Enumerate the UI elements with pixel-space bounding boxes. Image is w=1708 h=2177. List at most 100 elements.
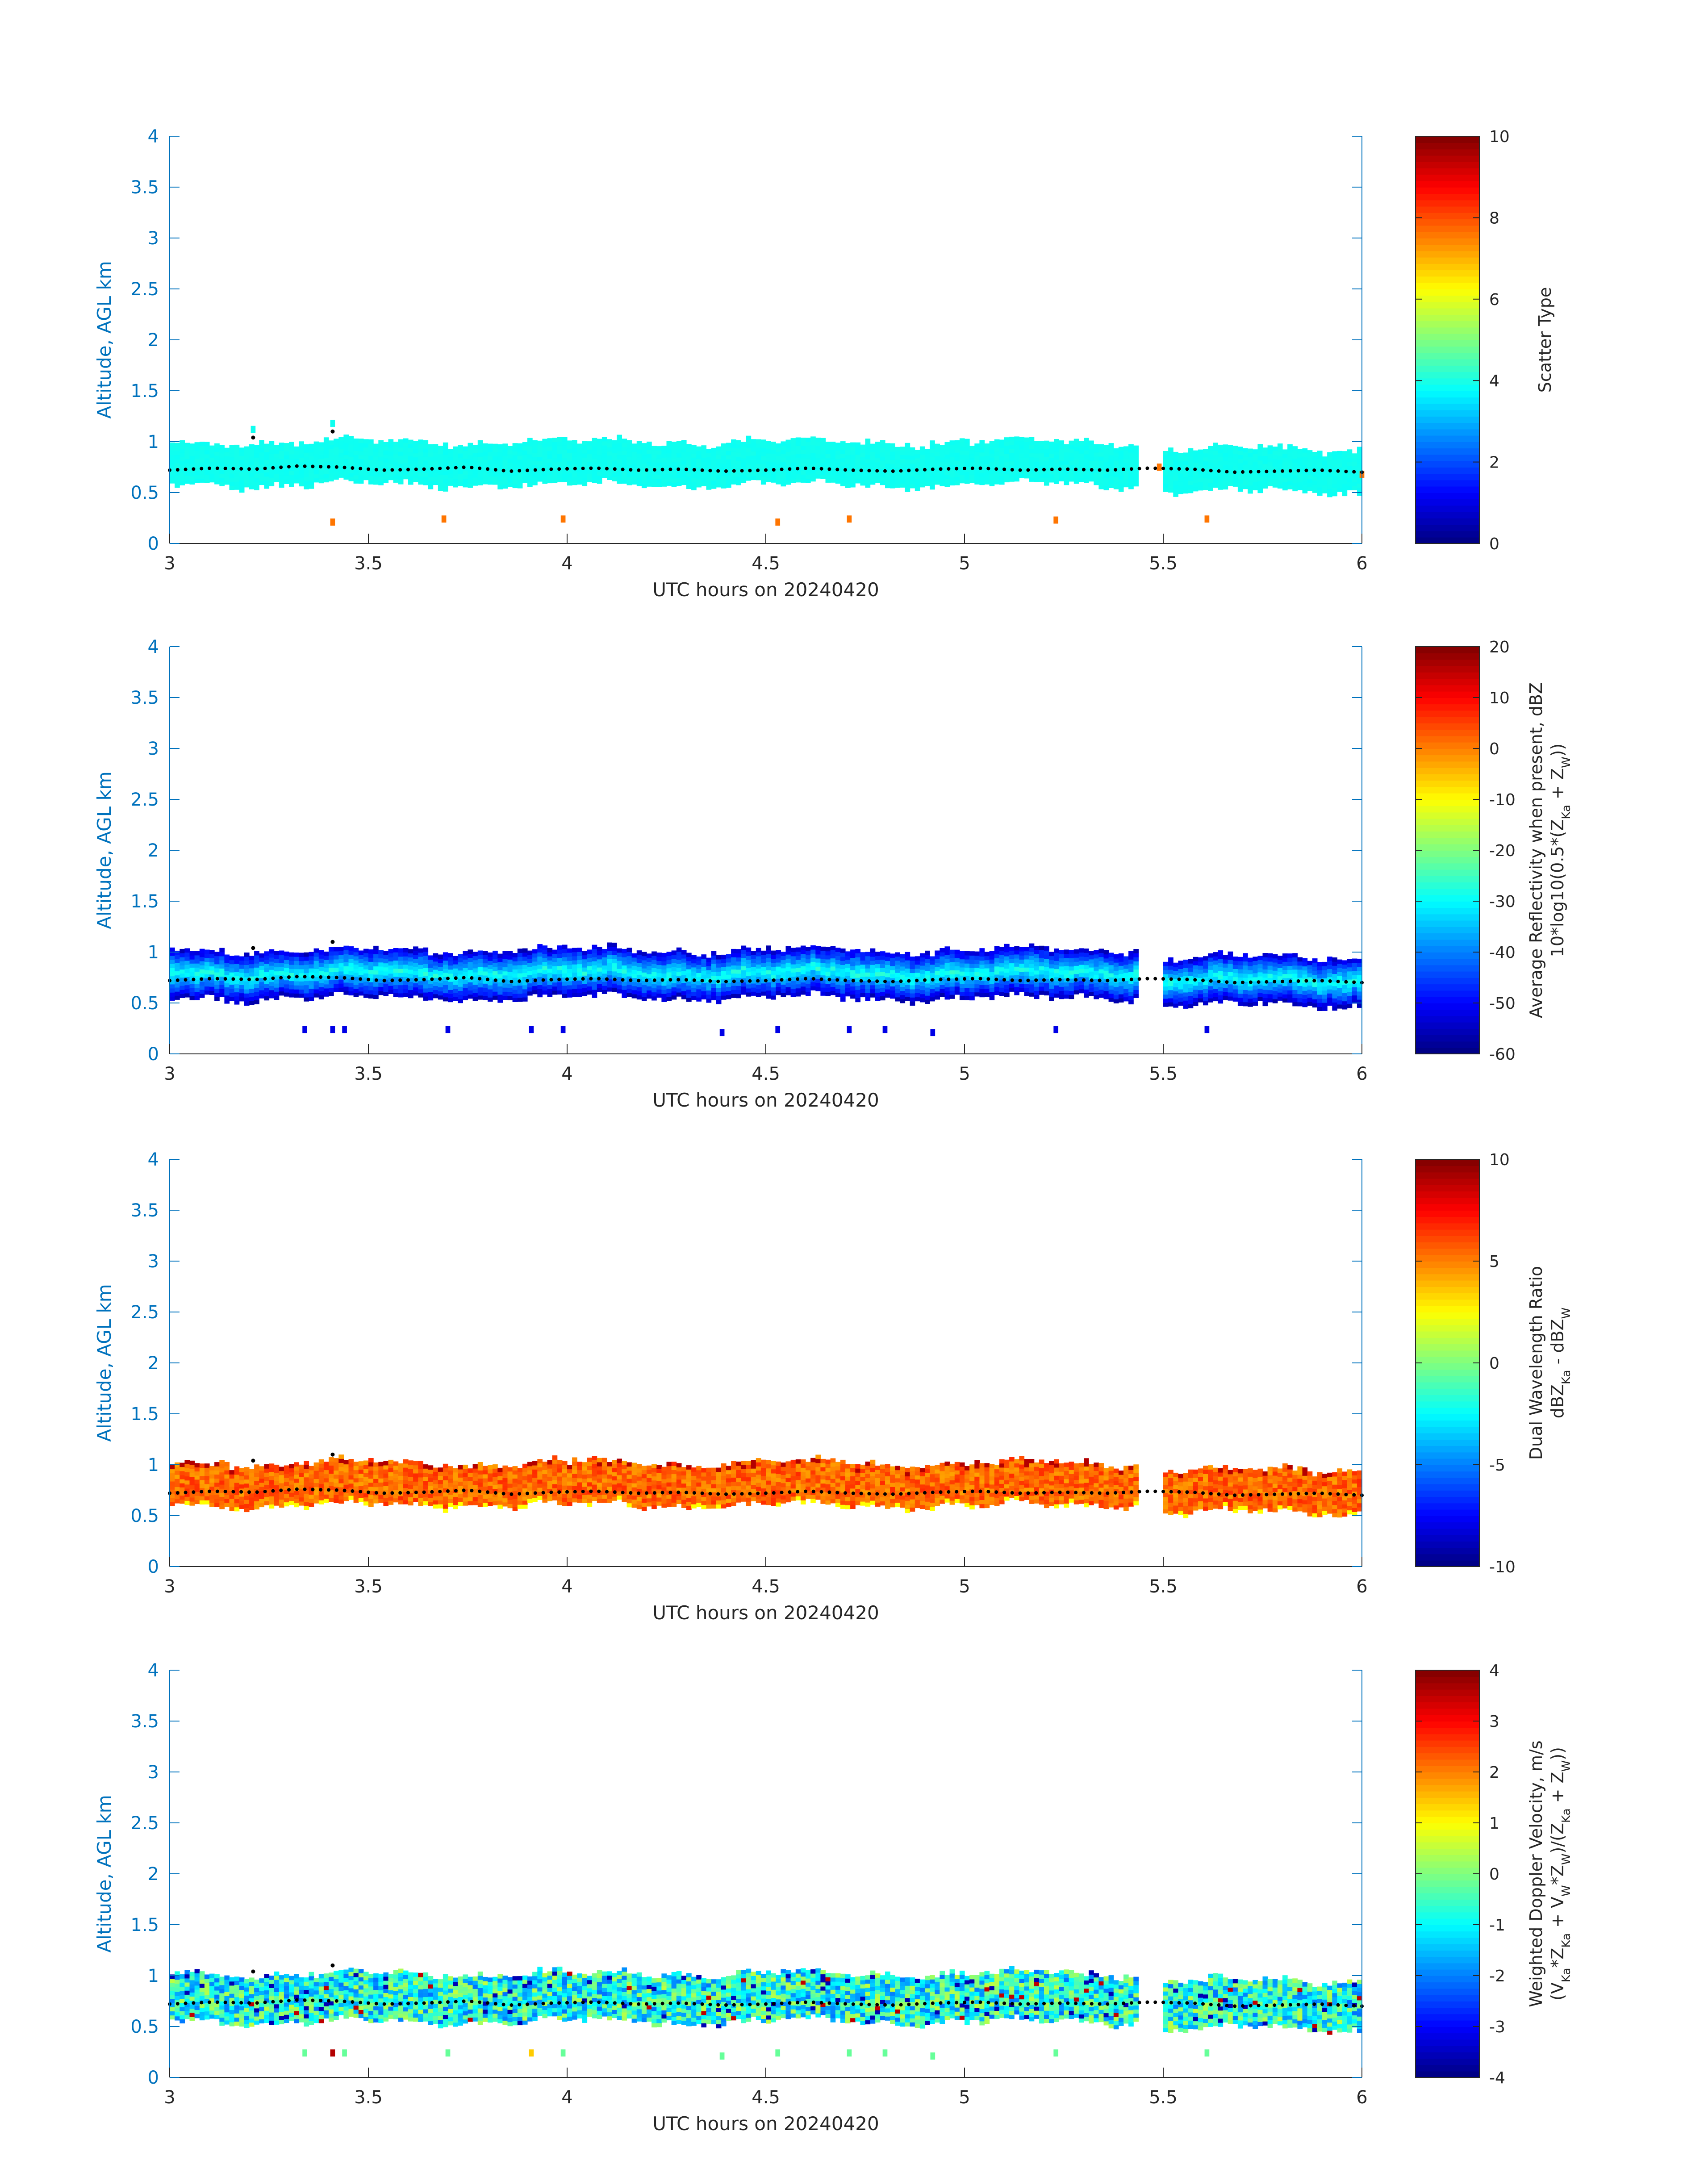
heatmap-cell <box>915 486 920 491</box>
cloud-top-dot <box>1201 468 1205 472</box>
heatmap-cell <box>1232 450 1238 454</box>
heatmap-cell <box>930 456 935 461</box>
heatmap-cell <box>930 997 935 1002</box>
heatmap-cell <box>264 476 270 481</box>
heatmap-cell <box>1163 479 1169 484</box>
heatmap-cell <box>726 982 731 987</box>
heatmap-cell <box>741 442 747 447</box>
heatmap-cell <box>776 476 781 481</box>
heatmap-cell <box>1287 452 1293 457</box>
heatmap-cell <box>338 983 344 988</box>
heatmap-cell <box>453 956 458 961</box>
heatmap-cell <box>1118 463 1124 468</box>
heatmap-cell <box>214 952 220 957</box>
heatmap-cell <box>994 974 1000 979</box>
heatmap-cell <box>666 968 672 973</box>
cloud-top-dot <box>1249 470 1253 474</box>
heatmap-cell <box>249 472 255 477</box>
heatmap-cell <box>343 954 349 958</box>
heatmap-cell <box>482 995 488 1000</box>
heatmap-cell <box>482 468 488 472</box>
heatmap-cell <box>1098 468 1104 473</box>
heatmap-cell <box>820 446 826 451</box>
heatmap-cell <box>612 955 617 959</box>
heatmap-cell <box>1059 990 1065 995</box>
heatmap-cell <box>1029 943 1035 948</box>
heatmap-cell <box>448 453 453 458</box>
heatmap-cell <box>318 987 324 991</box>
heatmap-cell <box>895 467 900 472</box>
heatmap-cell <box>626 988 632 993</box>
heatmap-cell <box>751 991 756 996</box>
heatmap-cell <box>180 448 185 453</box>
heatmap-cell <box>875 996 881 1001</box>
heatmap-cell <box>393 948 399 953</box>
heatmap-cell <box>711 452 717 456</box>
heatmap-cell <box>284 480 289 484</box>
heatmap-cell <box>234 955 240 960</box>
heatmap-cell <box>736 452 741 457</box>
heatmap-cell <box>631 480 637 485</box>
y-tick-label: 1 <box>148 432 159 452</box>
heatmap-cell <box>790 972 796 977</box>
heatmap-cell <box>214 443 220 448</box>
heatmap-cell <box>239 956 245 961</box>
heatmap-cell <box>477 950 483 955</box>
heatmap-cell <box>334 987 339 992</box>
heatmap-cell <box>1039 477 1044 482</box>
colorbar-segment <box>1416 518 1479 525</box>
heatmap-cell <box>790 964 796 969</box>
heatmap-cell <box>1257 444 1263 448</box>
y-tick-label: 1.5 <box>130 381 159 401</box>
heatmap-cell <box>443 467 448 472</box>
heatmap-cell <box>204 442 210 447</box>
heatmap-cell <box>244 471 250 476</box>
heatmap-cell <box>1257 485 1263 489</box>
heatmap-cell <box>1267 482 1273 486</box>
heatmap-cell <box>979 456 985 461</box>
heatmap-cell <box>537 445 543 449</box>
heatmap-cell <box>1004 976 1010 981</box>
heatmap-cell <box>289 977 294 982</box>
heatmap-cell <box>935 954 940 959</box>
heatmap-cell <box>756 952 761 957</box>
heatmap-cell <box>388 476 394 481</box>
heatmap-cell <box>1098 965 1104 969</box>
heatmap-cell <box>1352 461 1357 466</box>
heatmap-cell <box>1223 456 1228 461</box>
heatmap-cell <box>820 975 826 980</box>
heatmap-cell <box>626 460 632 465</box>
heatmap-cell <box>209 458 215 462</box>
heatmap-cell <box>254 992 259 996</box>
heatmap-cell <box>264 447 270 452</box>
heatmap-cell <box>318 995 324 999</box>
heatmap-cell <box>323 470 329 474</box>
heatmap-cell <box>1243 456 1248 461</box>
heatmap-cell <box>1014 436 1019 441</box>
heatmap-cell <box>890 447 895 452</box>
heatmap-cell <box>1342 463 1348 468</box>
heatmap-cell <box>850 965 856 970</box>
heatmap-cell <box>363 476 369 481</box>
heatmap-cell <box>954 440 960 445</box>
heatmap-cell <box>1322 456 1328 461</box>
heatmap-cell <box>1312 452 1318 456</box>
heatmap-cell <box>825 454 831 459</box>
heatmap-cell <box>1253 453 1258 458</box>
heatmap-cell <box>199 994 205 998</box>
heatmap-cell <box>1223 452 1228 457</box>
heatmap-cell <box>428 468 434 473</box>
heatmap-cell <box>507 474 513 479</box>
heatmap-cell <box>497 965 503 970</box>
heatmap-cell <box>612 464 617 469</box>
heatmap-cell <box>999 476 1005 481</box>
heatmap-cell <box>184 475 190 480</box>
heatmap-cell <box>582 967 588 972</box>
cloud-top-dot <box>1058 467 1062 471</box>
heatmap-cell <box>1277 480 1283 485</box>
cloud-top-dot <box>955 467 959 471</box>
heatmap-cell <box>1089 971 1094 976</box>
heatmap-cell <box>905 463 910 468</box>
heatmap-cell <box>577 984 582 989</box>
heatmap-cell <box>299 985 304 990</box>
